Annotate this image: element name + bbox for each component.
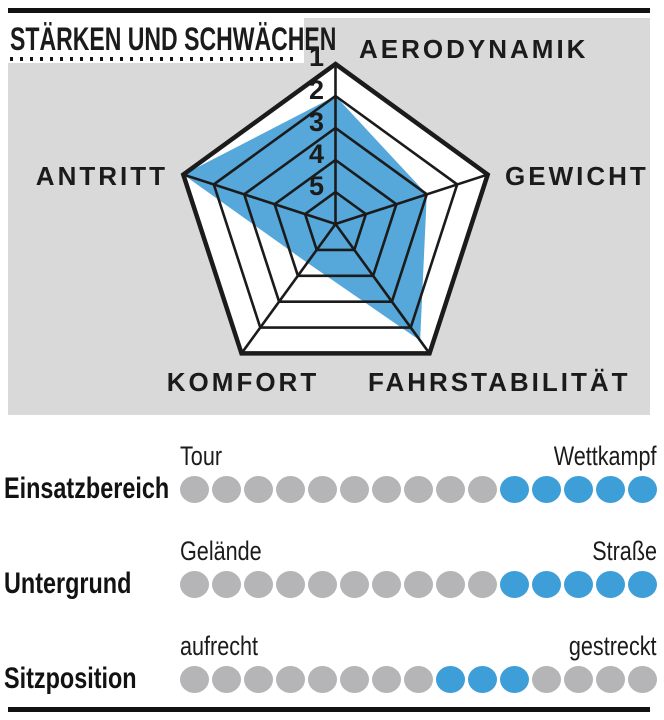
- endpoint-labels: Gelände Straße: [180, 536, 657, 566]
- dot-scale: [180, 666, 657, 693]
- dot-inactive: [180, 476, 209, 503]
- dotted-separator: [10, 57, 300, 61]
- dot-inactive: [180, 571, 209, 598]
- dot-inactive: [404, 476, 433, 503]
- dot-scale: [180, 476, 657, 503]
- dot-active: [500, 666, 529, 693]
- scale-tick-4: 4: [308, 139, 324, 169]
- dot-inactive: [564, 666, 593, 693]
- dot-inactive: [404, 571, 433, 598]
- dot-inactive: [468, 571, 497, 598]
- endpoint-label-left: Tour: [180, 441, 223, 471]
- axis-label-antritt: ANTRITT: [35, 161, 168, 191]
- dot-inactive: [340, 666, 369, 693]
- dot-active: [532, 476, 561, 503]
- dot-active: [500, 571, 529, 598]
- dot-inactive: [468, 476, 497, 503]
- row-label: Untergrund: [4, 567, 132, 600]
- dot-active: [500, 476, 529, 503]
- endpoint-label-left: Gelände: [180, 536, 262, 566]
- endpoint-labels: aufrecht gestreckt: [180, 631, 657, 661]
- endpoint-label-right: gestreckt: [569, 631, 657, 661]
- dot-scale: [180, 571, 657, 598]
- rating-row-untergrund: Gelände Straße Untergrund: [0, 536, 664, 606]
- dot-active: [436, 666, 465, 693]
- row-label: Sitzposition: [4, 662, 137, 695]
- radar-value-area: [183, 96, 427, 341]
- dot-inactive: [244, 666, 273, 693]
- endpoint-labels: Tour Wettkampf: [180, 441, 657, 471]
- dot-inactive: [276, 666, 305, 693]
- dot-inactive: [276, 571, 305, 598]
- dot-inactive: [404, 666, 433, 693]
- axis-label-fahrstabilitaet: FAHRSTABILITÄT: [368, 367, 631, 397]
- dot-active: [564, 571, 593, 598]
- dot-inactive: [212, 476, 241, 503]
- endpoint-label-right: Wettkampf: [554, 441, 657, 471]
- dot-inactive: [244, 476, 273, 503]
- radar-panel: AERODYNAMIK GEWICHT FAHRSTABILITÄT KOMFO…: [8, 18, 650, 415]
- axis-label-gewicht: GEWICHT: [505, 161, 649, 191]
- dot-inactive: [180, 666, 209, 693]
- endpoint-label-right: Straße: [592, 536, 657, 566]
- scale-tick-5: 5: [308, 171, 324, 201]
- dot-inactive: [372, 666, 401, 693]
- endpoint-label-left: aufrecht: [180, 631, 259, 661]
- dot-inactive: [212, 571, 241, 598]
- scale-tick-1: 1: [308, 42, 324, 72]
- dot-inactive: [628, 666, 657, 693]
- page-title: STÄRKEN UND SCHWÄCHEN: [10, 21, 337, 57]
- axis-label-komfort: KOMFORT: [166, 367, 320, 397]
- dot-inactive: [308, 571, 337, 598]
- dot-inactive: [596, 666, 625, 693]
- dot-inactive: [308, 666, 337, 693]
- dot-inactive: [276, 476, 305, 503]
- axis-label-aerodynamik: AERODYNAMIK: [359, 34, 589, 64]
- top-rule: [8, 8, 650, 13]
- dot-active: [532, 571, 561, 598]
- dot-active: [468, 666, 497, 693]
- dot-inactive: [436, 571, 465, 598]
- dot-active: [628, 476, 657, 503]
- dot-active: [596, 571, 625, 598]
- dot-inactive: [340, 476, 369, 503]
- dot-inactive: [244, 571, 273, 598]
- dot-inactive: [532, 666, 561, 693]
- dot-active: [596, 476, 625, 503]
- dot-inactive: [372, 571, 401, 598]
- dot-inactive: [340, 571, 369, 598]
- scale-tick-3: 3: [308, 107, 324, 137]
- dot-inactive: [308, 476, 337, 503]
- header: STÄRKEN UND SCHWÄCHEN: [8, 18, 336, 63]
- radar-chart: [180, 61, 491, 356]
- dot-inactive: [212, 666, 241, 693]
- scale-tick-2: 2: [308, 75, 324, 105]
- bottom-rule: [8, 707, 650, 712]
- rating-row-sitzposition: aufrecht gestreckt Sitzposition: [0, 631, 664, 701]
- row-label: Einsatzbereich: [4, 472, 170, 505]
- dot-active: [564, 476, 593, 503]
- dot-inactive: [372, 476, 401, 503]
- rating-row-einsatzbereich: Tour Wettkampf Einsatzbereich: [0, 441, 664, 511]
- dot-active: [628, 571, 657, 598]
- dot-inactive: [436, 476, 465, 503]
